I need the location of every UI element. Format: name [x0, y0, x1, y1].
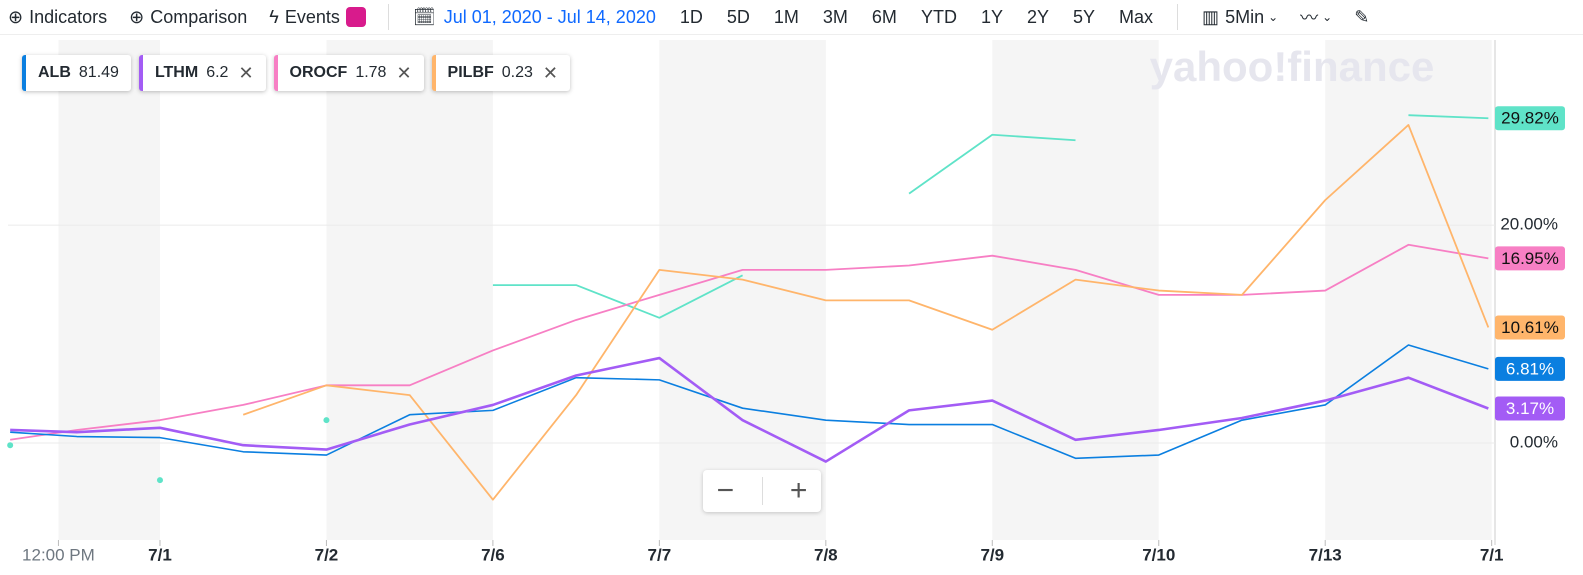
- range-button[interactable]: 6M: [871, 6, 897, 27]
- series-line: [10, 356, 1489, 463]
- x-tick-label: 7/2: [315, 545, 339, 564]
- y-tick-label: 20.00%: [1500, 215, 1558, 234]
- last-value-badge: [1495, 356, 1565, 381]
- legend-symbol: OROCF: [289, 64, 348, 81]
- x-tick-label: 7/1: [1480, 545, 1504, 564]
- series-line: [242, 124, 1490, 501]
- session-shade: [326, 40, 493, 540]
- legend-price: 1.78: [355, 64, 387, 81]
- last-value-badge: [1495, 315, 1565, 340]
- range-button[interactable]: 1Y: [980, 6, 1003, 27]
- comparison-label: Comparison: [150, 6, 248, 27]
- last-value-label: 6.81%: [1506, 359, 1554, 378]
- legend-price: 81.49: [78, 64, 119, 81]
- x-tick-label: 7/8: [814, 545, 838, 564]
- toolbar: ⊕ Indicators ⊕ Comparison ϟ Events 🗓 Jul 01…: [0, 0, 1583, 35]
- last-value-label: 29.82%: [1501, 109, 1559, 128]
- legend-chip: OROCF 1.78 ✕: [273, 55, 424, 91]
- x-tick-label: 7/13: [1309, 545, 1342, 564]
- range-button[interactable]: YTD: [920, 6, 957, 27]
- last-value-label: 3.17%: [1506, 399, 1554, 418]
- watermark: yahoo!finance: [1150, 43, 1435, 90]
- x-tick-label: 7/7: [648, 545, 672, 564]
- data-point: [7, 442, 14, 449]
- chart-type-button[interactable]: 〰 ⌄: [1300, 8, 1333, 28]
- events-button[interactable]: ϟ Events: [269, 7, 366, 28]
- zoom-out[interactable]: −: [716, 474, 735, 507]
- series-line: [492, 274, 744, 319]
- last-value-badge: [1495, 246, 1565, 271]
- zoom-in[interactable]: +: [789, 474, 808, 507]
- x-tick-label: 7/10: [1142, 545, 1175, 564]
- events-label: Events: [284, 6, 340, 27]
- legend-symbol: ALB: [38, 64, 71, 81]
- indicators-button[interactable]: ⊕ Indicators: [8, 6, 108, 27]
- series-line: [1408, 114, 1489, 120]
- zoom-controls: − +: [703, 470, 821, 512]
- legend-chip: ALB 81.49: [22, 55, 131, 91]
- remove-button[interactable]: ✕: [542, 62, 558, 83]
- last-value-label: 16.95%: [1501, 249, 1559, 268]
- legend-symbol: LTHM: [154, 64, 199, 81]
- x-tick-label: 7/1: [148, 545, 172, 564]
- x-tick-label: 7/6: [481, 545, 505, 564]
- x-tick-label: 12:00 PM: [22, 545, 95, 564]
- last-value-label: 10.61%: [1501, 318, 1559, 337]
- session-shade: [659, 40, 826, 540]
- range-button[interactable]: 2Y: [1026, 6, 1049, 27]
- range-button[interactable]: 1M: [773, 6, 799, 27]
- legend-chip: PILBF 0.23 ✕: [431, 55, 570, 91]
- last-value-badge: [1495, 106, 1565, 131]
- legend-price: 6.2: [206, 64, 229, 81]
- last-value-badge: [1495, 396, 1565, 421]
- range-button[interactable]: 5Y: [1073, 6, 1096, 27]
- legend: ALB 81.49 LTHM 6.2 ✕ OROCF 1.78 ✕ PILBF 0.23 ✕: [22, 55, 578, 91]
- interval-button[interactable]: ▥ 5Min ⌄: [1202, 6, 1279, 27]
- remove-button[interactable]: ✕: [238, 62, 254, 83]
- series-line: [908, 133, 1076, 195]
- range-button[interactable]: 3M: [822, 6, 848, 27]
- y-tick-label: 0.00%: [1510, 433, 1558, 452]
- legend-price: 0.23: [501, 64, 533, 81]
- session-shade: [992, 40, 1159, 540]
- date-range[interactable]: Jul 01, 2020 - Jul 14, 2020: [443, 6, 656, 27]
- range-button[interactable]: Max: [1119, 6, 1154, 27]
- data-point: [323, 417, 330, 424]
- range-button[interactable]: 5D: [726, 6, 750, 27]
- draw-button[interactable]: ✎: [1354, 6, 1370, 27]
- session-shade: [1325, 40, 1492, 540]
- remove-button[interactable]: ✕: [396, 62, 412, 83]
- range-button[interactable]: 1D: [679, 6, 703, 27]
- series-line: [10, 344, 1489, 460]
- interval-label: 5Min: [1225, 6, 1265, 27]
- comparison-button[interactable]: ⊕ Comparison: [129, 6, 248, 27]
- indicators-label: Indicators: [29, 6, 108, 27]
- legend-chip: LTHM 6.2 ✕: [138, 55, 266, 91]
- x-tick-label: 7/9: [980, 545, 1004, 564]
- session-shade: [58, 40, 160, 540]
- data-point: [156, 477, 163, 484]
- legend-symbol: PILBF: [447, 64, 494, 81]
